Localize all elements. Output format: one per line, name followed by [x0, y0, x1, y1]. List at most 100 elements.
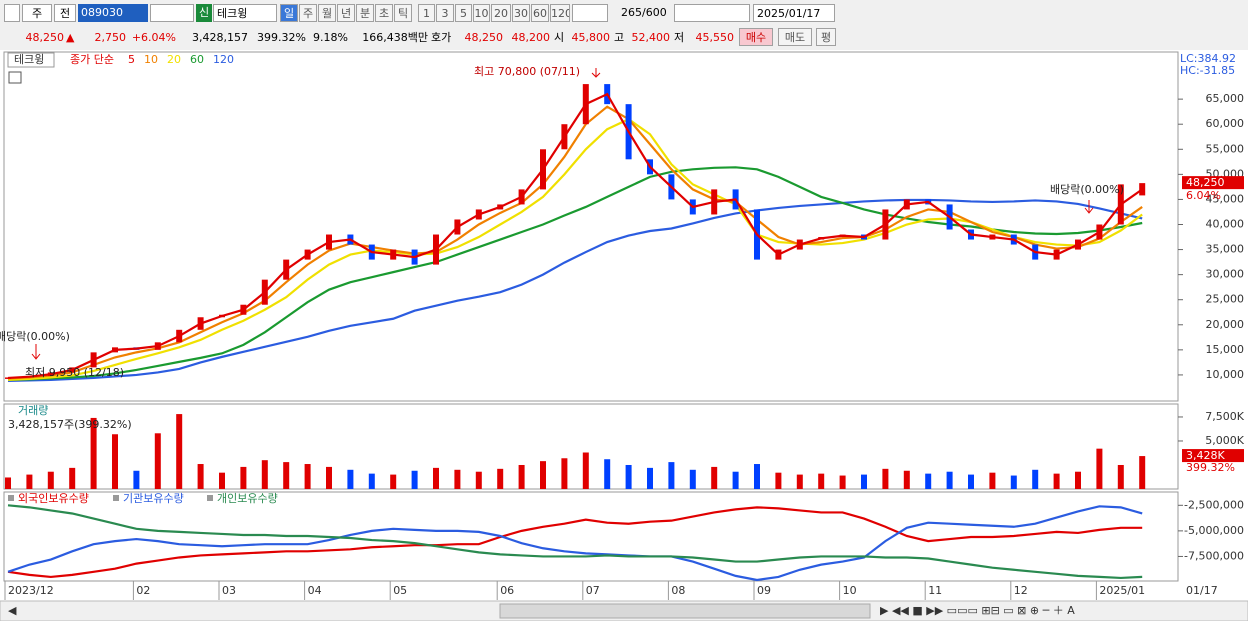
quote-high: 52,400	[631, 31, 671, 44]
right-label: HC:-31.85	[1180, 64, 1235, 77]
x-tick-label: 08	[671, 584, 685, 597]
volume-bar	[689, 469, 696, 489]
y-tick-label: 45,000	[1206, 192, 1245, 205]
stock-code[interactable]: 089030	[78, 4, 148, 22]
legend-swatch	[113, 495, 119, 501]
x-tick-label: 06	[500, 584, 514, 597]
buy-button[interactable]: 매수	[739, 28, 773, 46]
volume-bar	[946, 471, 953, 489]
volume-bar	[497, 468, 504, 489]
volume-bar	[668, 462, 675, 489]
quote-ask: 48,250	[464, 31, 504, 44]
y-tick-label: 65,000	[1206, 92, 1245, 105]
menu-icon[interactable]	[4, 4, 20, 22]
volume-bar	[176, 414, 183, 489]
period-button[interactable]: 주	[299, 4, 317, 22]
period-button[interactable]: 년	[337, 4, 355, 22]
line	[7, 105, 1143, 380]
y-tick-label: 10,000	[1206, 368, 1245, 381]
interval-button[interactable]: 1	[418, 4, 435, 22]
volume-bar	[561, 458, 568, 489]
y-tick-label: 40,000	[1206, 217, 1245, 230]
legend-entry: 기관보유수량	[123, 492, 184, 505]
quote-low-label: 저	[674, 31, 685, 44]
period-button[interactable]: 틱	[394, 4, 412, 22]
volume-bar	[133, 470, 140, 489]
volume-bar	[1117, 464, 1124, 489]
volume-bar	[968, 474, 974, 489]
last-ratio: 399.32%	[1186, 461, 1235, 474]
volume-bar	[1139, 456, 1146, 489]
volume-bar	[1053, 473, 1060, 489]
stock-name[interactable]: 테크윙	[213, 4, 277, 22]
scroll-left[interactable]: ◀	[8, 604, 17, 617]
scroll-thumb[interactable]	[499, 603, 871, 619]
candle	[5, 377, 11, 379]
interval-button[interactable]: 3	[436, 4, 454, 22]
x-tick-label: 07	[586, 584, 600, 597]
volume-bar	[604, 459, 611, 489]
period-button[interactable]: 분	[356, 4, 374, 22]
volume-bar	[411, 470, 418, 489]
quote-change: 2,750	[94, 31, 127, 44]
volume-bar	[1075, 471, 1081, 489]
volume-bar	[47, 471, 54, 489]
line	[7, 505, 1143, 582]
line	[7, 198, 1143, 383]
period-button[interactable]: 초	[375, 4, 393, 22]
volume-bar	[754, 464, 760, 489]
search-icons[interactable]	[150, 4, 194, 22]
line	[7, 92, 1143, 380]
quote-high-label: 고	[614, 31, 625, 44]
y-tick-label: 7,500K	[1205, 410, 1244, 423]
quote-volume-ratio: 399.32%	[257, 31, 306, 44]
date-input[interactable]: 2025/01/17	[753, 4, 835, 22]
prev-select[interactable]: 전	[54, 4, 76, 22]
volume-bar	[903, 470, 910, 489]
period-button[interactable]: 월	[318, 4, 336, 22]
y-tick-label: 15,000	[1206, 343, 1245, 356]
volume-bar	[433, 467, 439, 489]
last-price: 48,250	[1186, 176, 1225, 189]
last-volume: 3,428K	[1186, 449, 1225, 462]
volume-bar	[112, 434, 118, 489]
quote-turnover: 9.18%	[313, 31, 348, 44]
x-tick-label: 10	[843, 584, 857, 597]
legend-entry: 5	[128, 53, 135, 66]
last-price-box	[1182, 176, 1244, 190]
quote-amount: 166,438백만	[362, 31, 428, 44]
volume-bar	[796, 474, 803, 489]
y-tick-label: 55,000	[1206, 142, 1245, 155]
y-tick-label: 35,000	[1206, 243, 1245, 256]
sell-button[interactable]: 매도	[778, 28, 812, 46]
quote-open: 45,800	[571, 31, 611, 44]
interval-button[interactable]: 10	[473, 4, 490, 22]
volume-bar	[26, 474, 33, 489]
avg-button[interactable]: 평	[816, 28, 836, 46]
annotation: 배당락(0.00%)	[0, 330, 70, 343]
y-tick-label: 30,000	[1206, 268, 1245, 281]
period-button[interactable]: 일	[280, 4, 298, 22]
volume-bar	[839, 475, 846, 489]
x-tick-label: 04	[308, 584, 322, 597]
interval-button[interactable]: 60	[531, 4, 549, 22]
blank-select[interactable]	[572, 4, 608, 22]
line	[7, 166, 1143, 382]
legend-entry: 120	[213, 53, 234, 66]
volume-bar	[261, 460, 268, 489]
tool-icons[interactable]	[674, 4, 750, 22]
x-tick-label: 2025/01	[1099, 584, 1145, 597]
y-tick-label: 60,000	[1206, 117, 1245, 130]
interval-button[interactable]: 20	[491, 4, 511, 22]
interval-button[interactable]: 120	[550, 4, 570, 22]
right-label: LC:384.92	[1180, 52, 1236, 65]
legend-entry: 개인보유수량	[217, 492, 278, 505]
interval-button[interactable]: 30	[512, 4, 530, 22]
volume-bar	[582, 452, 589, 489]
scroll-controls[interactable]: ▶ ◀◀ ■ ▶▶ ▭▭▭ ⊞⊟ ▭ ⊠ ⊕ ─ ＋ A	[880, 604, 1075, 617]
legend-entry: 10	[144, 53, 158, 66]
interval-button[interactable]: 5	[455, 4, 472, 22]
market-select[interactable]: 주	[22, 4, 52, 22]
grid-icon[interactable]	[8, 71, 22, 84]
volume-bar	[989, 472, 996, 489]
